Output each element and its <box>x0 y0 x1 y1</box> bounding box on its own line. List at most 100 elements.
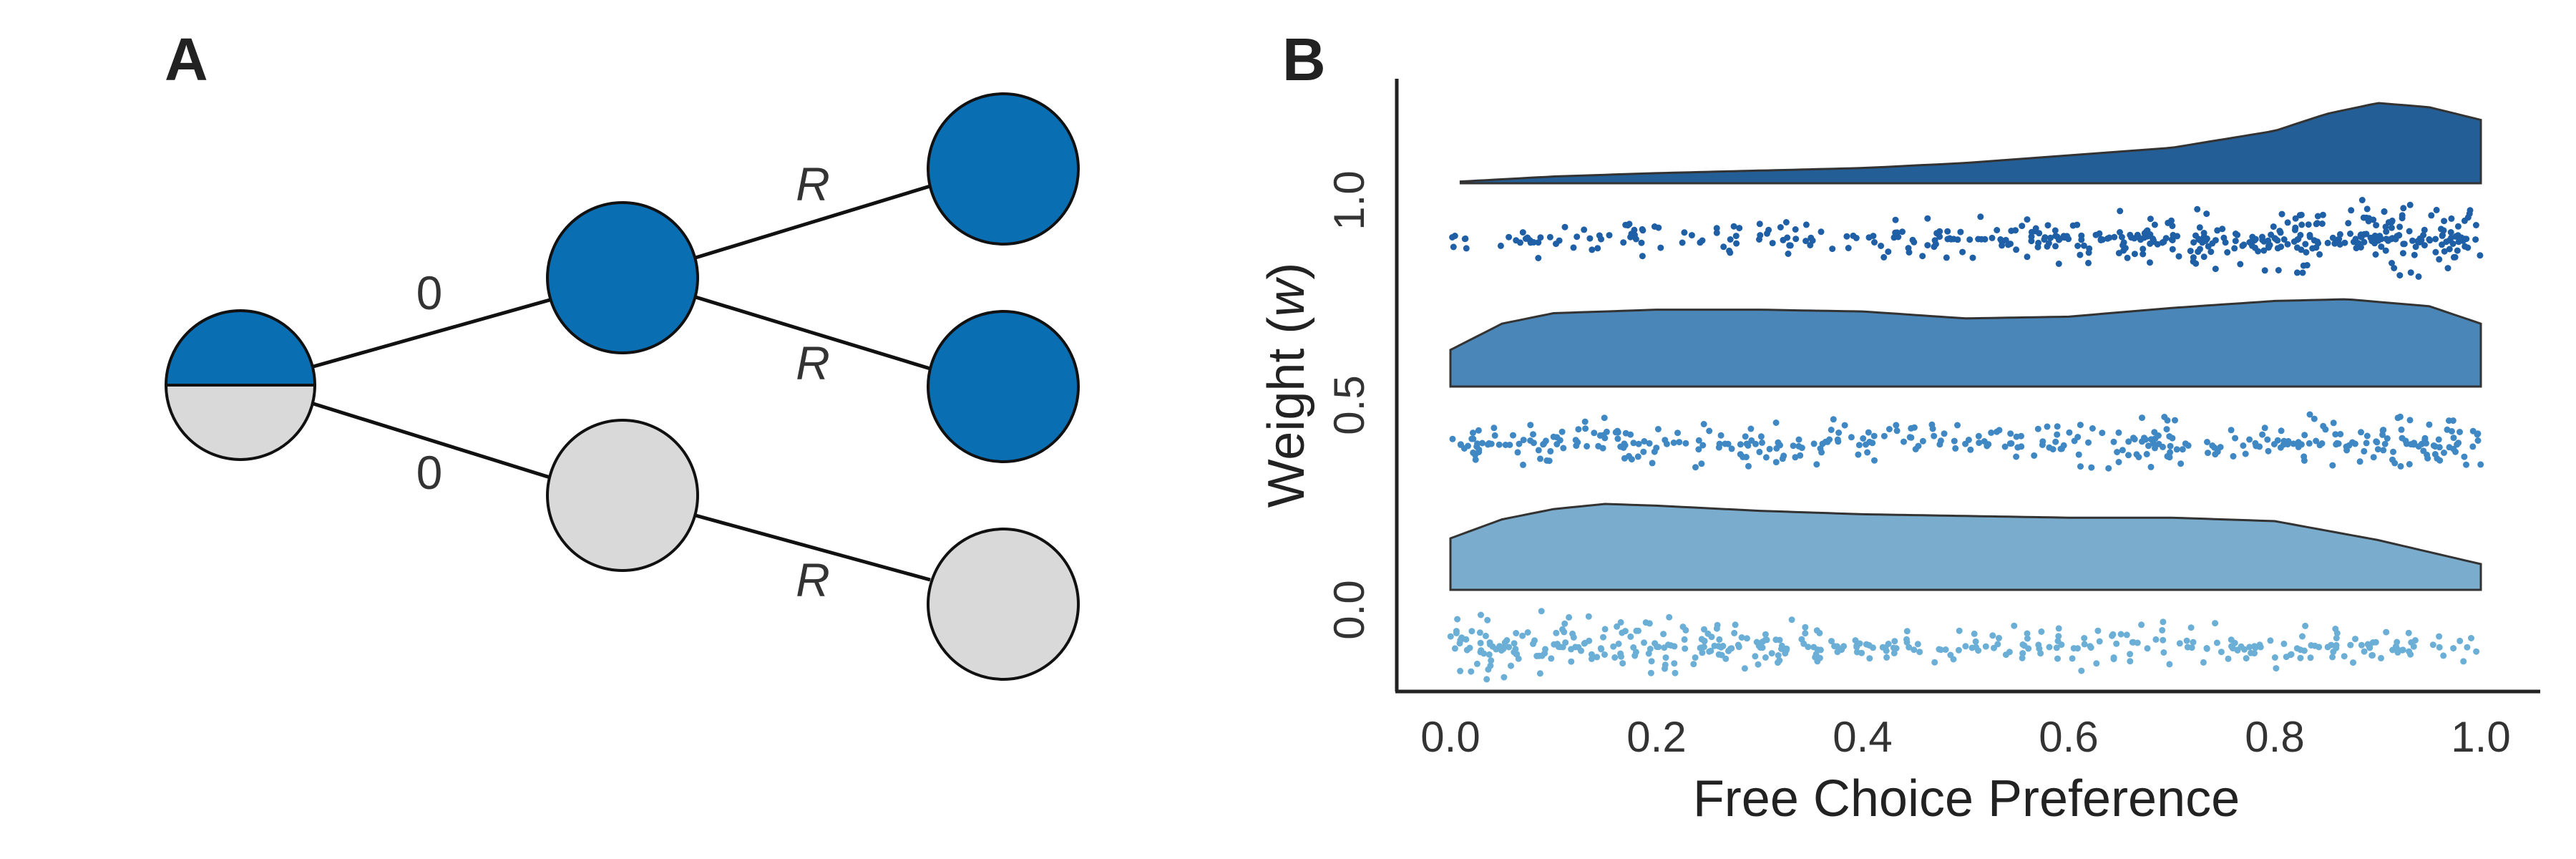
swarm-point <box>1601 414 1608 422</box>
swarm-point <box>2160 618 2167 626</box>
swarm-point <box>1822 438 1829 445</box>
swarm-point <box>2423 440 2429 447</box>
swarm-point <box>1772 459 1780 466</box>
swarm-point <box>2058 641 2065 649</box>
swarm-point <box>1797 452 1804 459</box>
swarm-point <box>2373 222 2380 229</box>
swarm-point <box>2034 425 2041 432</box>
swarm-point <box>1542 646 1548 653</box>
swarm-point <box>1937 437 1944 445</box>
swarm-point <box>1870 644 1876 651</box>
swarm-point <box>1470 430 1476 437</box>
swarm-point <box>2331 240 2338 247</box>
swarm-point <box>2295 443 2302 450</box>
x-tick-label-0: 0.0 <box>1420 713 1480 761</box>
swarm-point <box>2303 249 2310 256</box>
swarm-point <box>2433 206 2440 213</box>
y-axis-label-var: w <box>1258 277 1315 317</box>
swarm-point <box>1530 640 1536 647</box>
swarm-point <box>1700 644 1707 651</box>
swarm-point <box>1762 631 1769 638</box>
swarm-point <box>1762 454 1770 461</box>
swarm-point <box>2309 245 2316 252</box>
swarm-point <box>2460 658 2467 665</box>
swarm-point <box>2119 447 2126 454</box>
swarm-point <box>2378 243 2385 251</box>
swarm-point <box>2074 221 2081 228</box>
swarm-point <box>2406 461 2413 467</box>
swarm-point <box>2077 463 2084 470</box>
swarm-point <box>1535 239 1542 246</box>
swarm-point <box>2147 436 2155 443</box>
swarm-point <box>2418 236 2425 243</box>
swarm-point <box>1989 632 1996 639</box>
swarm-point <box>2256 443 2263 450</box>
swarm-point <box>1558 428 1566 435</box>
swarm-point <box>1615 640 1622 647</box>
swarm-point <box>2228 643 2235 650</box>
swarm-point <box>2441 450 2447 456</box>
swarm-point <box>1586 235 1594 242</box>
swarm-point <box>1530 239 1537 246</box>
x-tick-label-4: 0.8 <box>2245 713 2304 761</box>
swarm-point <box>1660 631 1667 638</box>
swarm-point <box>2332 431 2339 438</box>
swarm-point <box>1635 627 1641 634</box>
swarm-point <box>1966 236 1974 243</box>
swarm-point <box>2373 439 2381 446</box>
swarm-point <box>2058 445 2065 452</box>
swarm-point <box>2085 249 2092 256</box>
swarm-point <box>2371 232 2379 239</box>
swarm-point <box>2096 638 2103 645</box>
swarm-point <box>2319 211 2326 218</box>
swarm-point <box>2288 651 2295 658</box>
swarm-point <box>2409 237 2416 244</box>
swarm-0-0 <box>1447 608 2480 683</box>
swarm-point <box>1641 438 1648 445</box>
swarm-point <box>1731 629 1738 636</box>
swarm-point <box>1585 613 1592 620</box>
swarm-point <box>1994 227 2001 233</box>
swarm-point <box>2430 442 2437 449</box>
swarm-point <box>2299 269 2306 276</box>
swarm-point <box>2085 259 2092 266</box>
swarm-point <box>1937 646 1944 654</box>
swarm-point <box>1848 434 1855 441</box>
swarm-point <box>2448 215 2455 222</box>
swarm-point <box>2380 447 2387 454</box>
swarm-point <box>1871 457 1878 464</box>
swarm-point <box>1911 238 1918 246</box>
panel-a-letter: A <box>165 26 208 93</box>
swarm-point <box>2383 228 2390 236</box>
swarm-point <box>1575 426 1582 433</box>
swarm-point <box>1810 440 1818 447</box>
swarm-point <box>1483 676 1491 683</box>
swarm-point <box>2172 417 2178 424</box>
swarm-point <box>2192 260 2200 267</box>
swarm-point <box>2387 236 2394 243</box>
swarm-point <box>2397 462 2404 470</box>
swarm-point <box>1457 637 1464 644</box>
swarm-point <box>2259 431 2266 438</box>
swarm-point <box>2278 210 2285 218</box>
swarm-point <box>2451 253 2459 261</box>
swarm-point <box>1967 446 1974 453</box>
swarm-point <box>2110 656 2117 663</box>
swarm-point <box>1537 455 1543 462</box>
swarm-point <box>2457 637 2464 644</box>
swarm-point <box>2368 652 2376 659</box>
swarm-0-5 <box>1449 411 2484 472</box>
swarm-point <box>2421 435 2429 442</box>
swarm-point <box>1568 646 1575 653</box>
swarm-point <box>2412 243 2419 251</box>
swarm-point <box>2292 215 2299 222</box>
swarm-point <box>1562 639 1569 646</box>
swarm-point <box>2336 241 2343 248</box>
swarm-point <box>1631 231 1638 238</box>
swarm-point <box>2336 230 2343 238</box>
swarm-point <box>1597 645 1604 652</box>
swarm-point <box>1769 240 1776 247</box>
swarm-point <box>1617 618 1624 626</box>
swarm-point <box>2301 453 2308 460</box>
